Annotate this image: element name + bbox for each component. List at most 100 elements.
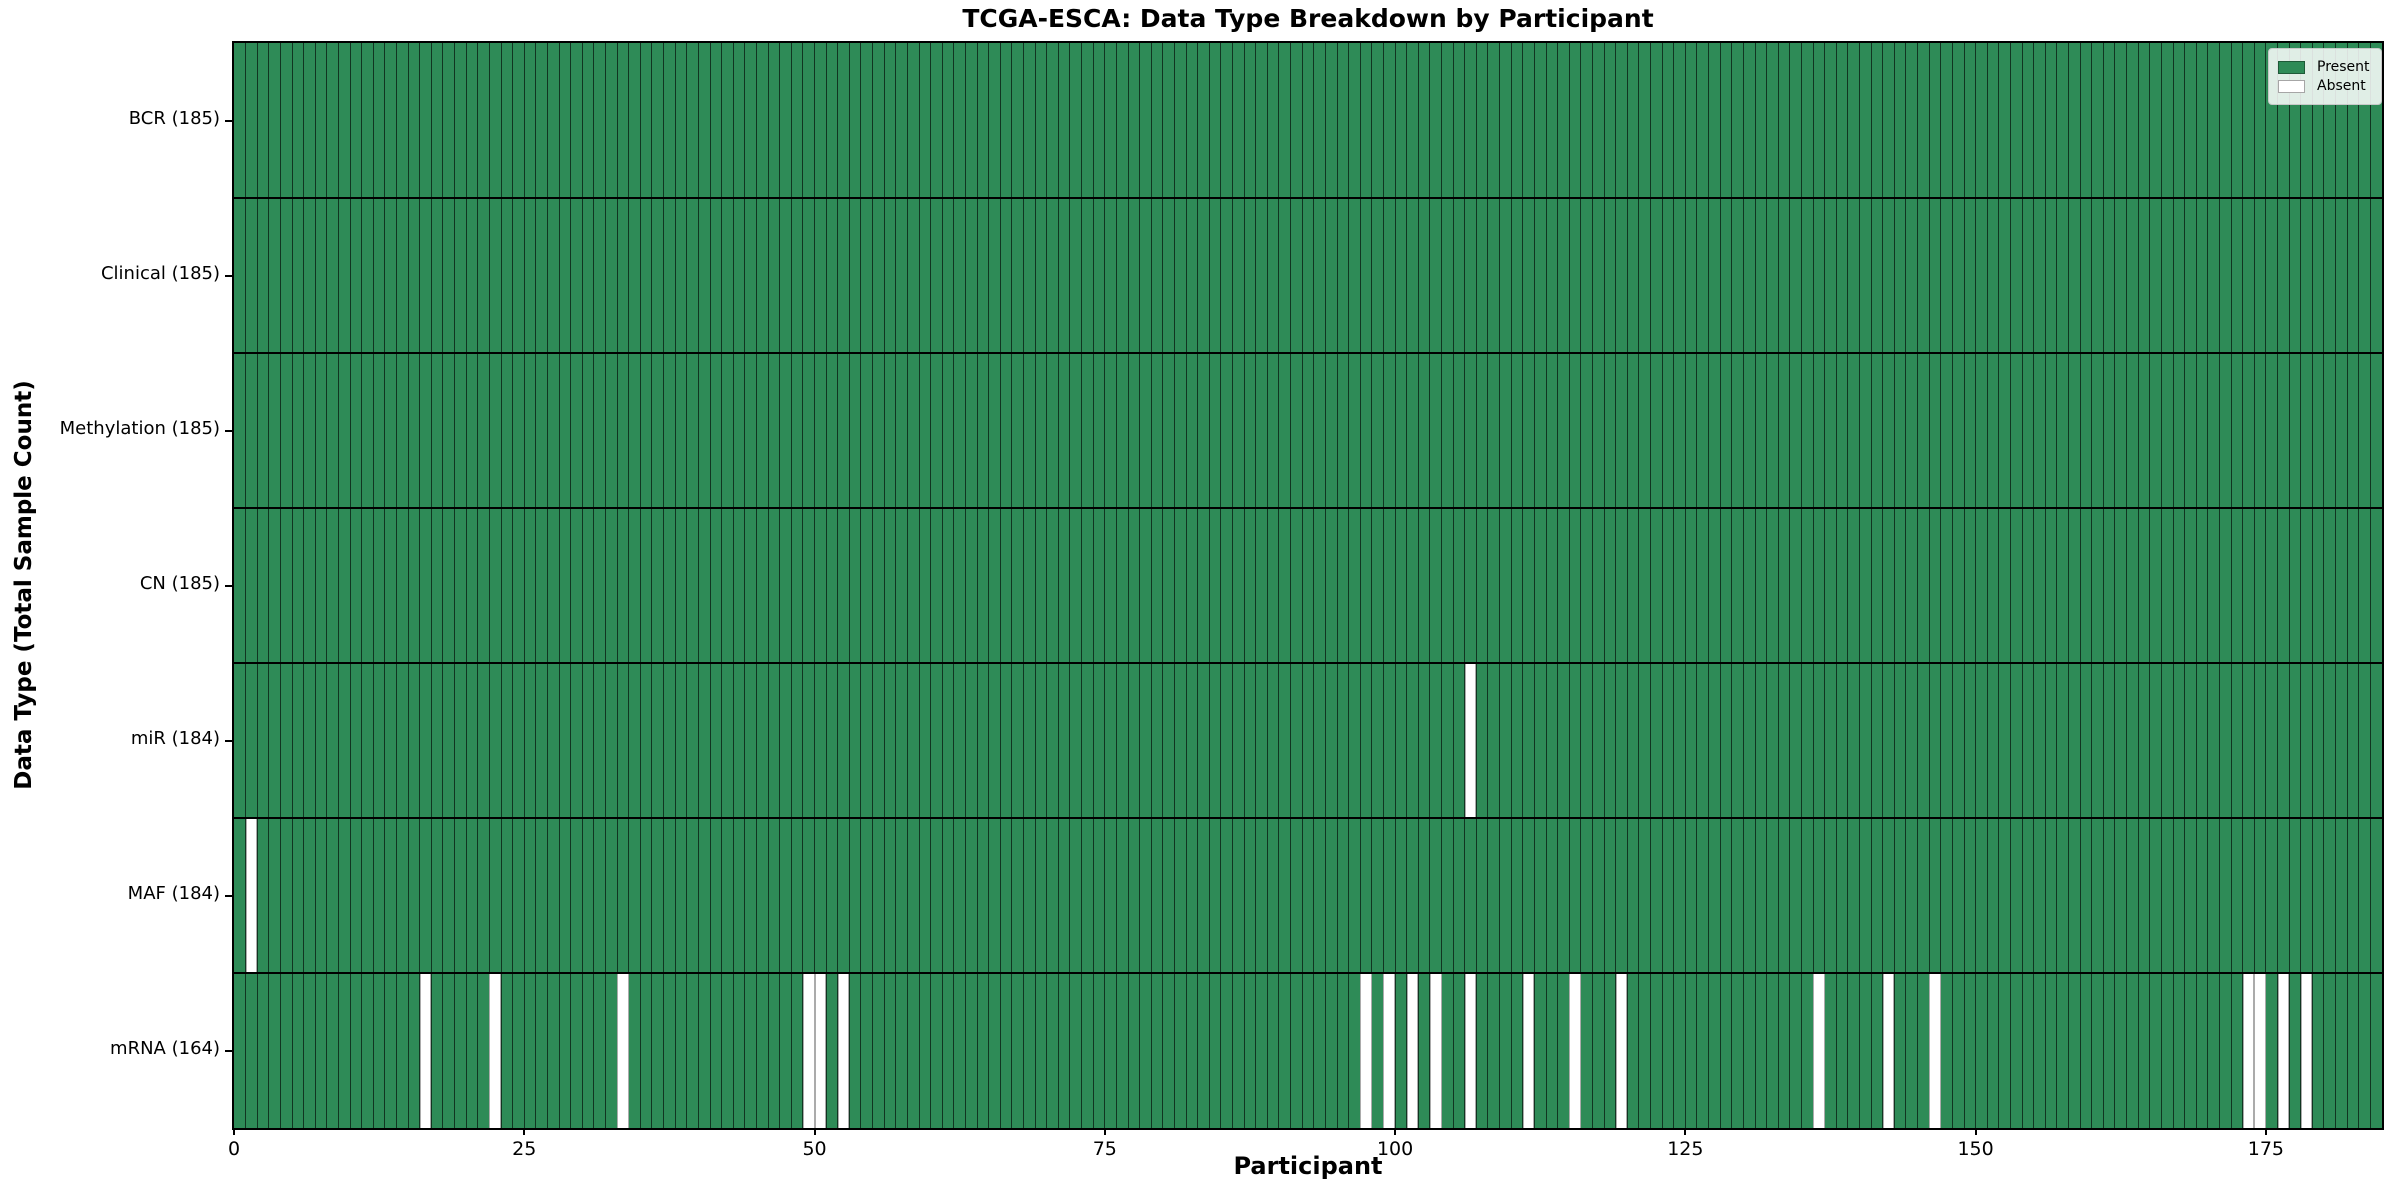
column-gridline <box>396 43 398 1128</box>
column-gridline <box>1441 43 1443 1128</box>
column-gridline <box>1522 43 1524 1128</box>
column-gridline <box>1917 43 1919 1128</box>
absent-cell <box>2254 973 2266 1128</box>
column-gridline <box>1684 43 1686 1128</box>
column-gridline <box>1359 43 1361 1128</box>
column-gridline <box>1638 43 1640 1128</box>
column-gridline <box>1348 43 1350 1128</box>
column-gridline <box>779 43 781 1128</box>
absent-cell <box>1813 973 1825 1128</box>
column-gridline <box>895 43 897 1128</box>
column-gridline <box>2079 43 2081 1128</box>
column-gridline <box>1034 43 1036 1128</box>
column-gridline <box>1835 43 1837 1128</box>
column-gridline <box>721 43 723 1128</box>
column-gridline <box>709 43 711 1128</box>
column-gridline <box>964 43 966 1128</box>
absent-cell <box>245 818 258 973</box>
column-gridline <box>906 43 908 1128</box>
column-gridline <box>1533 43 1535 1128</box>
column-gridline <box>407 43 409 1128</box>
column-gridline <box>663 43 665 1128</box>
column-gridline <box>1115 43 1117 1128</box>
x-tick-label: 125 <box>1667 1138 1704 1160</box>
absent-cell <box>1464 973 1477 1128</box>
plot-area <box>232 41 2384 1130</box>
column-gridline <box>1371 43 1373 1128</box>
column-gridline <box>1185 43 1187 1128</box>
column-gridline <box>1023 43 1025 1128</box>
column-gridline <box>2358 43 2360 1128</box>
column-gridline <box>2102 43 2104 1128</box>
y-tick <box>225 894 232 897</box>
y-tick <box>225 584 232 587</box>
y-tick-label: CN (185) <box>139 572 220 594</box>
column-gridline <box>2068 43 2069 1128</box>
column-gridline <box>372 43 374 1128</box>
y-tick <box>225 739 232 742</box>
column-gridline <box>2207 43 2209 1128</box>
column-gridline <box>1266 43 1268 1128</box>
column-gridline <box>2114 43 2116 1128</box>
column-gridline <box>1336 43 1338 1128</box>
x-tick <box>233 1128 235 1135</box>
x-axis-label: Participant <box>1233 1152 1383 1180</box>
column-gridline <box>2335 43 2337 1128</box>
column-gridline <box>1731 43 1733 1128</box>
column-gridline <box>2242 43 2244 1128</box>
column-gridline <box>2218 43 2220 1128</box>
column-gridline <box>1139 43 1141 1128</box>
column-gridline <box>442 43 444 1128</box>
column-gridline <box>1499 43 1501 1128</box>
column-gridline <box>2323 43 2325 1128</box>
column-gridline <box>361 43 363 1128</box>
column-gridline <box>1754 43 1756 1128</box>
absent-cell <box>1569 973 1581 1128</box>
absent-cell <box>1615 973 1628 1128</box>
column-gridline <box>1580 43 1582 1128</box>
column-gridline <box>1255 43 1257 1128</box>
column-gridline <box>1812 43 1814 1128</box>
legend-item-absent: Absent <box>2278 78 2370 94</box>
column-gridline <box>570 43 572 1128</box>
x-tick-label: 75 <box>1092 1138 1117 1160</box>
column-gridline <box>1708 43 1710 1128</box>
column-gridline <box>581 43 583 1128</box>
column-gridline <box>1940 43 1942 1128</box>
column-gridline <box>1092 43 1094 1128</box>
column-gridline <box>523 43 525 1128</box>
column-gridline <box>976 43 978 1128</box>
column-gridline <box>1057 43 1059 1128</box>
x-tick <box>1103 1128 1106 1135</box>
legend-label-absent: Absent <box>2317 78 2366 94</box>
column-gridline <box>384 43 386 1128</box>
column-gridline <box>1557 43 1559 1128</box>
absent-cell <box>1522 973 1535 1128</box>
x-tick <box>2264 1128 2267 1135</box>
column-gridline <box>883 43 885 1128</box>
y-tick <box>225 119 232 122</box>
column-gridline <box>1220 43 1222 1128</box>
absent-cell <box>802 973 815 1128</box>
column-gridline <box>1568 43 1570 1128</box>
column-gridline <box>2195 43 2197 1128</box>
column-gridline <box>1406 43 1408 1128</box>
column-gridline <box>860 43 862 1128</box>
column-gridline <box>1127 43 1129 1128</box>
column-gridline <box>2300 43 2302 1128</box>
column-gridline <box>732 43 734 1128</box>
legend: Present Absent <box>2268 48 2382 105</box>
column-gridline <box>1232 43 1234 1128</box>
column-gridline <box>1661 43 1663 1128</box>
column-gridline <box>1928 43 1930 1128</box>
column-gridline <box>825 43 827 1128</box>
y-tick <box>225 429 232 432</box>
column-gridline <box>2369 43 2371 1128</box>
column-gridline <box>1882 43 1884 1128</box>
x-tick-label: 100 <box>1376 1138 1414 1160</box>
column-gridline <box>2033 43 2035 1128</box>
column-gridline <box>477 43 479 1128</box>
column-gridline <box>1789 43 1791 1128</box>
absent-cell <box>1464 663 1477 818</box>
